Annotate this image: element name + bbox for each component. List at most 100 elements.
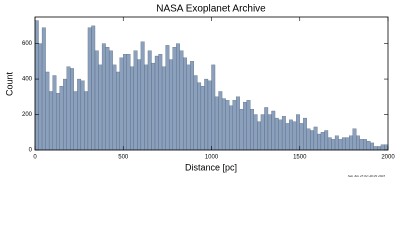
bar xyxy=(324,130,329,151)
bar xyxy=(264,107,269,151)
bar xyxy=(147,50,152,151)
bar xyxy=(63,78,67,151)
bar xyxy=(366,140,371,151)
bar xyxy=(154,55,159,151)
bar xyxy=(137,59,142,151)
bar xyxy=(158,54,163,151)
bar xyxy=(327,137,332,151)
bar xyxy=(334,135,339,151)
bar xyxy=(105,46,110,151)
bar xyxy=(341,137,346,151)
bar xyxy=(236,96,240,151)
bar xyxy=(370,142,375,151)
bar xyxy=(239,109,244,151)
bar xyxy=(172,46,177,151)
bar xyxy=(303,117,307,151)
bar xyxy=(101,43,106,151)
bar xyxy=(151,62,156,151)
chart: NASA Exoplanet Archive Distance [pc] Cou… xyxy=(4,4,395,178)
y-tick-label: 200 xyxy=(22,112,33,118)
bar xyxy=(144,64,149,151)
bar xyxy=(70,68,74,151)
bar xyxy=(45,71,50,151)
bar xyxy=(183,57,187,151)
bar xyxy=(296,114,300,151)
bar xyxy=(200,86,205,151)
bar xyxy=(211,64,216,151)
bar xyxy=(363,139,367,151)
bar xyxy=(274,117,279,151)
bar xyxy=(168,59,173,151)
bar xyxy=(176,43,180,151)
bar xyxy=(91,25,96,151)
bar xyxy=(119,57,124,151)
bar xyxy=(228,105,233,151)
bar xyxy=(278,119,283,151)
bar xyxy=(246,100,251,151)
bar xyxy=(285,123,290,151)
bar xyxy=(41,27,46,151)
bar xyxy=(133,50,138,151)
bar xyxy=(56,93,60,151)
bar xyxy=(59,86,64,151)
bar xyxy=(34,20,39,151)
bar xyxy=(331,139,336,151)
bar xyxy=(373,146,378,151)
chart-title: NASA Exoplanet Archive xyxy=(156,4,266,15)
bar xyxy=(299,123,304,151)
bar xyxy=(253,114,258,151)
y-tick-label: 600 xyxy=(22,41,33,47)
bar xyxy=(193,75,198,151)
bar xyxy=(271,110,276,151)
bar xyxy=(123,54,127,151)
timestamp: Sun Jun 25 02:49:29 2023 xyxy=(348,174,385,178)
bar xyxy=(338,139,343,151)
x-tick-label: 1500 xyxy=(293,155,307,161)
bar xyxy=(116,71,120,151)
x-axis-label: Distance [pc] xyxy=(185,162,237,172)
bar xyxy=(130,66,134,151)
bar xyxy=(98,64,103,151)
bar xyxy=(66,66,71,151)
bar xyxy=(108,50,113,151)
bar xyxy=(197,82,202,151)
bar xyxy=(359,139,364,151)
bar xyxy=(73,91,78,151)
bar xyxy=(317,133,322,151)
bar xyxy=(80,80,85,151)
bar xyxy=(48,91,53,151)
bar xyxy=(204,78,209,151)
bar xyxy=(380,144,385,151)
bar xyxy=(257,121,262,151)
bar xyxy=(161,66,166,151)
bar xyxy=(94,50,99,151)
y-tick-label: 400 xyxy=(22,77,33,83)
bar xyxy=(260,114,265,151)
x-tick-label: 0 xyxy=(33,155,37,161)
bar xyxy=(112,64,117,151)
bar xyxy=(232,100,237,151)
y-axis-label: Count xyxy=(4,72,14,97)
bar xyxy=(345,137,350,151)
bar xyxy=(313,126,318,151)
bar xyxy=(243,101,247,151)
bar xyxy=(306,128,311,151)
bar xyxy=(140,41,145,151)
bar xyxy=(165,45,170,151)
bar xyxy=(87,27,92,151)
bar xyxy=(207,80,212,151)
bar xyxy=(190,61,195,151)
bar xyxy=(384,144,389,151)
bar xyxy=(292,121,297,151)
bar xyxy=(267,114,272,151)
bar xyxy=(281,116,286,151)
bar xyxy=(214,96,219,151)
x-tick-label: 500 xyxy=(118,155,129,161)
bar xyxy=(289,119,293,151)
bar xyxy=(77,78,82,151)
bar xyxy=(349,135,353,151)
bar xyxy=(84,91,89,151)
bar xyxy=(377,146,382,151)
bar xyxy=(356,135,360,151)
bar xyxy=(179,50,184,151)
